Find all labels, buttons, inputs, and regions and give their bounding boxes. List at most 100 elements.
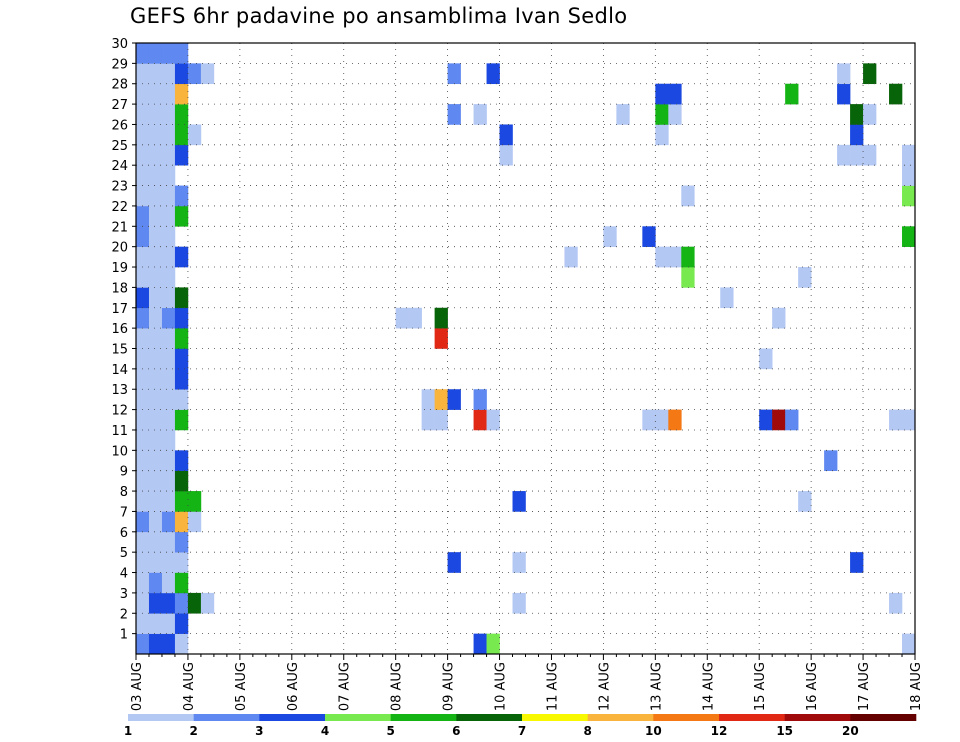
heatmap-cell [564,246,578,268]
heatmap-cell [902,144,916,166]
heatmap-cell [889,83,903,105]
heatmap-cell [161,43,176,64]
cells-layer [136,43,916,655]
heatmap-cell [148,328,163,349]
heatmap-cell [148,409,163,431]
heatmap-cell [434,328,448,349]
heatmap-cell [136,185,150,207]
heatmap-cell [837,63,851,85]
heatmap-cell [785,409,799,431]
x-tick-label: 17 AUG [857,662,872,711]
heatmap-cell [772,307,786,329]
heatmap-cell [148,592,163,614]
heatmap-cell [512,592,526,614]
x-tick-label: 16 AUG [805,662,820,711]
heatmap-cell [720,287,734,309]
y-tick-label: 23 [111,180,128,195]
heatmap-cell [161,83,176,105]
heatmap-cell [161,633,176,655]
heatmap-cell [161,348,176,370]
heatmap-cell [148,531,163,553]
heatmap-cell [902,409,916,431]
heatmap-cell [798,491,812,512]
y-axis: 1234567891011121314151617181920212223242… [111,37,136,643]
y-tick-label: 25 [111,139,128,154]
y-tick-label: 22 [111,200,128,215]
heatmap-cell [187,491,202,512]
heatmap-cell [850,552,864,573]
heatmap-cell [136,592,150,614]
heatmap-cell [136,633,150,655]
colorbar-label: 7 [518,724,526,738]
heatmap-cell [136,104,150,125]
heatmap-cell [136,267,150,288]
heatmap-cell [161,328,176,349]
heatmap-cell [473,409,487,431]
heatmap-cell [136,531,150,553]
heatmap-cell [148,43,163,64]
heatmap-cell [148,511,163,533]
heatmap-cell [148,450,163,471]
heatmap-cell [148,83,163,105]
heatmap-cell [136,348,150,370]
heatmap-cell [148,63,163,85]
heatmap-cell [447,389,461,410]
y-tick-label: 12 [111,404,128,419]
heatmap-cell [148,613,163,634]
y-tick-label: 26 [111,118,128,133]
heatmap-cell [512,491,526,512]
y-tick-label: 21 [111,220,128,235]
heatmap-cell [136,368,150,390]
x-tick-label: 09 AUG [442,662,457,711]
heatmap-cell [136,409,150,431]
y-tick-label: 15 [111,343,128,358]
heatmap-cell [161,124,176,146]
heatmap-cell [421,389,435,410]
x-tick-label: 04 AUG [182,662,197,711]
heatmap-cell [136,246,150,268]
colorbar-swatch [259,714,326,721]
heatmap-cell [161,409,176,431]
heatmap-cell [837,144,851,166]
heatmap-cell [136,124,150,146]
y-tick-label: 29 [111,57,128,72]
heatmap-cell [148,552,163,573]
heatmap-cell [136,613,150,634]
heatmap-cell [434,409,448,431]
heatmap-cell [798,267,812,288]
heatmap-cell [136,429,150,451]
x-tick-label: 08 AUG [390,662,405,711]
heatmap-cell [174,592,189,614]
heatmap-cell [148,185,163,207]
heatmap-cell [161,511,176,533]
x-tick-label: 12 AUG [597,662,612,711]
heatmap-cell [161,429,176,451]
heatmap-cell [668,83,682,105]
heatmap-cell [136,572,150,594]
colorbar-label: 10 [645,724,662,738]
heatmap-cell [161,267,176,288]
y-tick-label: 9 [120,465,128,480]
heatmap-cell [863,63,877,85]
heatmap-cell [616,104,630,125]
y-tick-label: 8 [120,485,128,500]
chart-title: GEFS 6hr padavine po ansamblima Ivan Sed… [130,4,628,28]
heatmap-cell [850,104,864,125]
heatmap-cell [161,592,176,614]
heatmap-cell [148,470,163,492]
colorbar-swatch [587,714,654,721]
heatmap-cell [668,246,682,268]
heatmap-cell [148,348,163,370]
y-tick-label: 19 [111,261,128,276]
x-tick-label: 05 AUG [234,662,249,711]
y-tick-label: 20 [111,241,128,256]
heatmap-cell [161,613,176,634]
heatmap-cell [824,450,838,471]
heatmap-cell [161,307,176,329]
heatmap-cell [148,205,163,227]
heatmap-cell [863,144,877,166]
y-tick-label: 5 [120,546,128,561]
heatmap-cell [174,633,189,655]
heatmap-cell [174,348,189,370]
y-tick-label: 18 [111,281,128,296]
